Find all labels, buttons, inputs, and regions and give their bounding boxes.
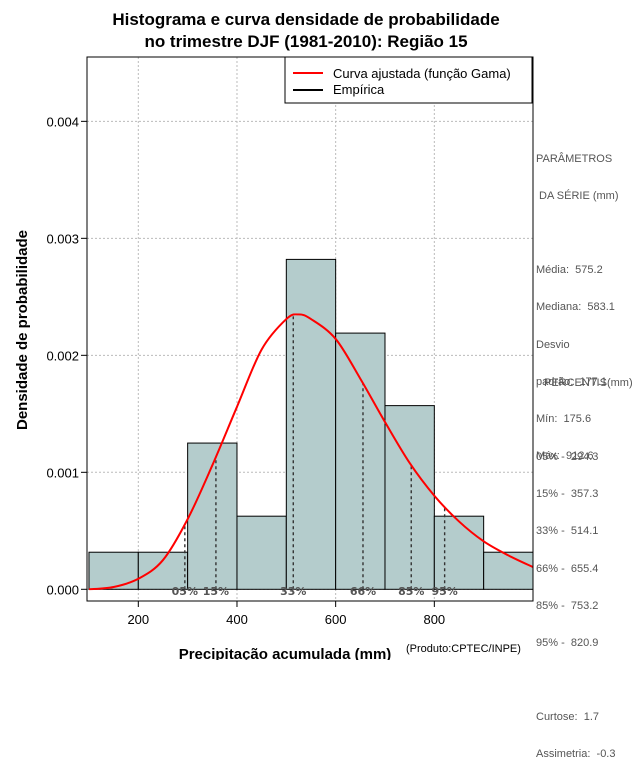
params-title-line-1: PARÂMETROS	[536, 152, 613, 165]
y-axis-label: Densidade de probabilidade	[14, 230, 31, 430]
param-std-dev: padrão: 177.1	[536, 375, 607, 388]
legend-box	[284, 56, 533, 104]
legend-empirical-label: Empírica	[333, 82, 385, 97]
x-tick-label: 200	[127, 612, 149, 627]
y-tick-label: 0.003	[46, 231, 79, 246]
fitted-gamma-curve	[89, 314, 533, 589]
percentile-row: 15% - 357.3	[536, 488, 599, 501]
percentile-marker-label: 85%	[398, 585, 424, 598]
percentile-marker-label: 05%	[172, 585, 198, 598]
y-axis: 0.000 0.001 0.002 0.003 0.004	[46, 114, 87, 597]
histogram-bar	[88, 551, 139, 590]
x-axis-label: Precipitação acumulada (mm)	[179, 646, 392, 660]
param-deviation-label: Desvio	[536, 338, 570, 351]
x-tick-label: 800	[423, 612, 445, 627]
params-title-line-2: DA SÉRIE (mm)	[536, 190, 619, 203]
x-tick-label: 600	[325, 612, 347, 627]
histogram-chart: Histograma e curva densidade de probabil…	[14, 10, 534, 660]
stat-skewness: Assimetria: -0.3	[536, 748, 616, 761]
x-axis: 200 400 600 800	[127, 601, 445, 627]
percentile-marker-label: 95%	[431, 585, 457, 598]
histogram-bar	[137, 551, 189, 590]
histogram-bar	[236, 515, 287, 590]
y-tick-label: 0.002	[46, 348, 79, 363]
histogram-bars	[88, 258, 534, 590]
param-max: Máx: 912.6	[536, 450, 594, 463]
percentis-title: PERCENTIS(mm)	[544, 376, 633, 389]
y-tick-label: 0.001	[46, 465, 79, 480]
percentile-row: 85% - 753.2	[536, 599, 599, 612]
percentiles-panel: PERCENTIS(mm) 05% - 294.3 15% - 357.3 33…	[536, 352, 633, 773]
param-median: Mediana: 583.1	[536, 301, 615, 314]
param-mean: Média: 575.2	[536, 264, 603, 277]
y-tick-label: 0.000	[46, 582, 79, 597]
x-tick-label: 400	[226, 612, 248, 627]
series-parameters-panel: PARÂMETROS DA SÉRIE (mm) Média: 575.2 Me…	[536, 128, 619, 475]
product-credit: (Produto:CPTEC/INPE)	[406, 643, 521, 655]
percentile-marker-label: 33%	[280, 585, 306, 598]
percentile-marker-label: 66%	[350, 585, 376, 598]
param-min: Mín: 175.6	[536, 412, 592, 425]
y-tick-label: 0.004	[46, 114, 79, 129]
percentile-row: 05% - 294.3	[536, 450, 599, 463]
stat-kurtosis: Curtose: 1.7	[536, 710, 599, 723]
legend-curve-label: Curva ajustada (função Gama)	[333, 66, 511, 81]
percentile-markers: 05% 15% 33% 66% 85% 95%	[172, 316, 458, 598]
percentile-row: 95% - 820.9	[536, 636, 599, 649]
fitted-curve-layer	[89, 314, 533, 589]
percentile-row: 66% - 655.4	[536, 562, 599, 575]
percentile-row: 33% - 514.1	[536, 525, 599, 538]
histogram-bar	[433, 515, 485, 590]
histogram-bar	[335, 332, 386, 590]
chart-title-line-1: Histograma e curva densidade de probabil…	[112, 10, 499, 29]
legend: Curva ajustada (função Gama) Empírica	[284, 56, 533, 104]
chart-title-line-2: no trimestre DJF (1981-2010): Região 15	[144, 32, 467, 51]
histogram-bar	[483, 551, 534, 590]
percentile-marker-label: 15%	[203, 585, 229, 598]
